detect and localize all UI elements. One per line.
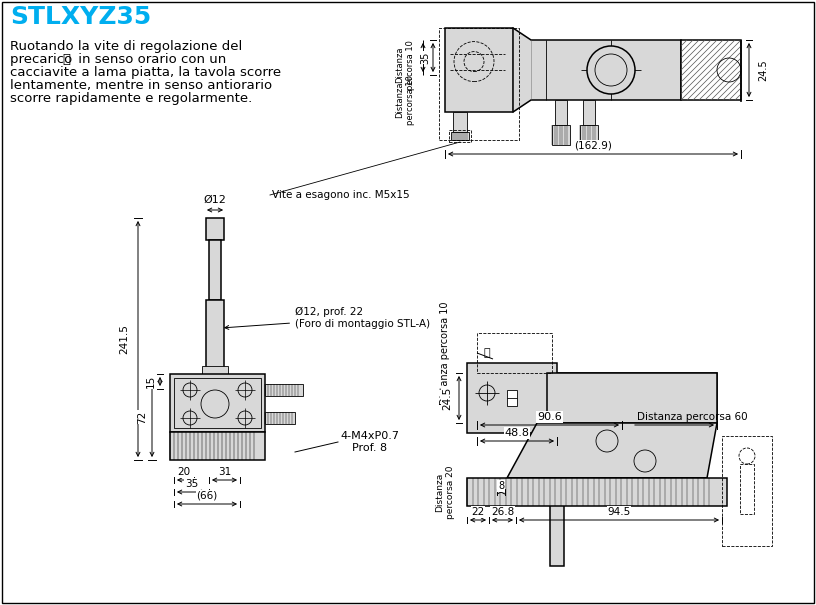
Text: 8: 8 [498, 481, 504, 491]
Circle shape [587, 46, 635, 94]
Bar [170, 432, 265, 460]
Text: Distanza
percorsa 10: Distanza percorsa 10 [396, 75, 415, 125]
Text: Vite a esagono inc. M5x15: Vite a esagono inc. M5x15 [272, 190, 410, 200]
Text: Distanza
percorsa 20: Distanza percorsa 20 [435, 465, 455, 518]
Text: (66): (66) [197, 491, 218, 501]
Text: 90.6: 90.6 [537, 412, 562, 422]
Bar [477, 373, 717, 423]
Circle shape [596, 430, 618, 452]
Bar [740, 464, 754, 514]
Text: 72: 72 [137, 410, 147, 424]
Bar [209, 240, 221, 300]
Bar [477, 333, 552, 373]
Bar [453, 112, 467, 132]
Circle shape [634, 450, 656, 472]
Text: scorre rapidamente e regolarmente.: scorre rapidamente e regolarmente. [10, 92, 252, 105]
Text: in senso orario con un: in senso orario con un [73, 53, 226, 66]
Bar [265, 412, 295, 424]
Text: lentamente, mentre in senso antiorario: lentamente, mentre in senso antiorario [10, 79, 272, 92]
Bar [555, 100, 567, 125]
Polygon shape [513, 28, 531, 112]
Text: Ruotando la vite di regolazione del: Ruotando la vite di regolazione del [10, 40, 242, 53]
Bar [549, 433, 565, 439]
Text: 241.5: 241.5 [119, 324, 129, 354]
Text: Ø12, prof. 22
(Foro di montaggio STL-A): Ø12, prof. 22 (Foro di montaggio STL-A) [225, 307, 430, 329]
Text: 24.5: 24.5 [758, 59, 768, 81]
Text: 31: 31 [218, 467, 231, 477]
Text: STLXYZ35: STLXYZ35 [10, 5, 151, 29]
Text: 4-M4xP0.7
Prof. 8: 4-M4xP0.7 Prof. 8 [340, 431, 399, 453]
Bar [681, 40, 741, 100]
Circle shape [595, 54, 627, 86]
Text: Distanza
percorsa 10: Distanza percorsa 10 [396, 40, 415, 90]
Bar [206, 300, 224, 370]
Text: 24.5: 24.5 [442, 387, 452, 410]
Bar [552, 428, 562, 438]
Text: 94.5: 94.5 [607, 507, 631, 517]
Text: Distanza percorsa 60: Distanza percorsa 60 [637, 412, 747, 422]
Text: 26.8: 26.8 [491, 507, 514, 517]
Bar [451, 132, 469, 140]
Text: 35: 35 [420, 51, 430, 64]
Text: 20: 20 [177, 467, 191, 477]
Bar [507, 390, 517, 406]
Bar [170, 374, 265, 432]
Bar [722, 436, 772, 546]
Text: Ⓐ: Ⓐ [63, 53, 70, 66]
Text: Ø12: Ø12 [203, 195, 226, 205]
Bar [265, 384, 303, 396]
Text: cacciavite a lama piatta, la tavola scorre: cacciavite a lama piatta, la tavola scor… [10, 66, 282, 79]
Bar [449, 130, 471, 142]
Text: Distanza percorsa 10: Distanza percorsa 10 [440, 301, 450, 405]
Text: precarico: precarico [10, 53, 77, 66]
Bar [467, 478, 727, 506]
Bar [467, 363, 557, 433]
Text: (162.9): (162.9) [574, 141, 612, 151]
Bar [206, 218, 224, 240]
Text: Ⓐ: Ⓐ [484, 348, 490, 358]
Text: 15: 15 [146, 375, 156, 388]
Bar [445, 28, 513, 112]
Bar [550, 436, 564, 566]
Bar [583, 100, 595, 125]
Bar [531, 40, 681, 100]
Polygon shape [507, 423, 717, 478]
Bar [552, 125, 570, 145]
Text: 22: 22 [472, 507, 485, 517]
Bar [439, 28, 519, 140]
Text: 35: 35 [185, 479, 198, 489]
Bar [174, 378, 261, 428]
Bar [580, 125, 598, 145]
Text: 48.8: 48.8 [504, 428, 530, 438]
Bar [547, 373, 717, 423]
Bar [202, 366, 228, 374]
